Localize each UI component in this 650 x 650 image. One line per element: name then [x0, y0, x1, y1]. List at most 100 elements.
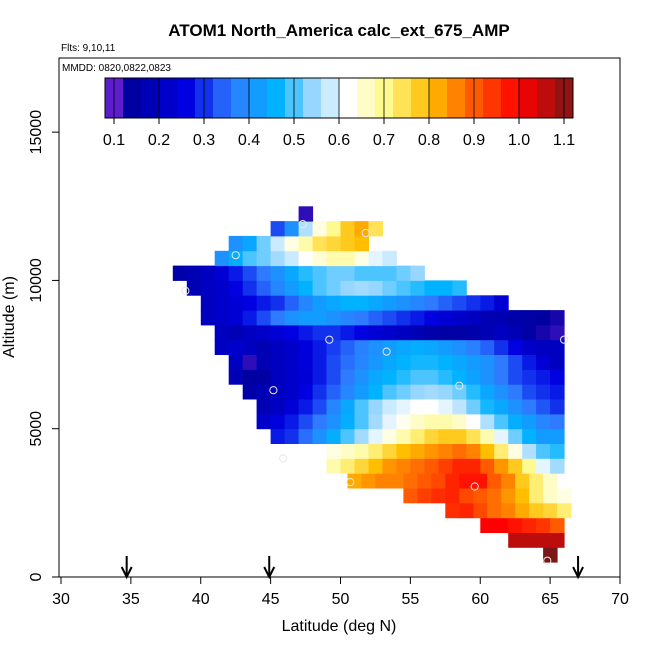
heatmap-cell	[396, 310, 411, 326]
heatmap-cell	[284, 295, 300, 311]
heatmap-cell	[466, 339, 481, 355]
colorbar: 0.1 0.2 0.3 0.4 0.5 0.6 0.7 0.8 0.9 1.0 1.1	[103, 77, 575, 149]
heatmap-cell	[557, 473, 572, 489]
heatmap-cell	[536, 413, 551, 430]
heatmap-cell	[214, 250, 230, 267]
heatmap-cell	[354, 324, 369, 341]
heatmap-cell	[494, 369, 509, 385]
heatmap-cell	[550, 384, 565, 400]
heatmap-cell	[424, 443, 439, 459]
heatmap-cell	[410, 384, 425, 400]
y-tick-label: 5000	[28, 411, 45, 447]
heatmap-cell	[298, 295, 314, 311]
heatmap-cell	[312, 413, 328, 430]
heatmap-cell	[501, 473, 516, 489]
heatmap-cell	[410, 310, 425, 326]
heatmap-cell	[417, 473, 432, 489]
heatmap-cell	[228, 354, 244, 370]
heatmap-cell	[312, 310, 328, 326]
heatmap-cell	[284, 369, 300, 385]
colorbar-swatch	[393, 78, 412, 118]
heatmap-cell	[452, 399, 467, 415]
heatmap-cell	[396, 428, 411, 444]
heatmap-cell	[347, 473, 362, 489]
heatmap-cell	[340, 221, 355, 237]
heatmap-cell	[228, 295, 244, 311]
heatmap-cell	[424, 354, 439, 370]
heatmap-cell	[214, 295, 230, 311]
heatmap-cell	[326, 235, 341, 252]
heatmap-cell	[466, 413, 481, 430]
heatmap-cell	[487, 502, 502, 519]
heatmap-cell	[529, 502, 544, 519]
x-tick-label: 45	[262, 591, 280, 608]
heatmap-cell	[340, 295, 355, 311]
heatmap-cell	[298, 369, 314, 385]
heatmap-cell	[242, 265, 258, 281]
heatmap-cell	[368, 265, 383, 281]
sample-marker	[269, 386, 278, 395]
heatmap-cell	[326, 280, 341, 296]
heatmap-cell	[438, 428, 453, 444]
heatmap-cell	[228, 339, 244, 355]
heatmap-cell	[396, 339, 411, 355]
heatmap-cell	[382, 413, 397, 430]
colorbar-swatch	[213, 78, 232, 118]
heatmap-cell	[410, 443, 425, 459]
heatmap-cell	[396, 354, 411, 370]
x-axis: 30 35 40 45 50 55 60 65 70	[52, 576, 629, 608]
heatmap-cell	[424, 428, 439, 444]
colorbar-swatch	[321, 78, 340, 118]
heatmap-cell	[494, 458, 509, 474]
heatmap-cell	[354, 413, 369, 430]
heatmap-cell	[298, 324, 314, 341]
y-tick-label: 15000	[28, 110, 45, 155]
heatmap-cell	[452, 369, 467, 385]
heatmap-cell	[536, 354, 551, 370]
heatmap-cell	[242, 324, 258, 341]
heatmap-cell	[389, 473, 404, 489]
heatmap-cell	[312, 221, 328, 237]
heatmap-cell	[256, 369, 272, 385]
heatmap-cell	[368, 369, 383, 385]
heatmap-cell	[452, 428, 467, 444]
heatmap-cell	[466, 354, 481, 370]
heatmap-cell	[200, 265, 216, 281]
heatmap-cell	[312, 295, 328, 311]
heatmap-cell	[284, 399, 300, 415]
heatmap-cell	[403, 488, 418, 504]
heatmap-cell	[256, 324, 272, 341]
heatmap-cell	[368, 354, 383, 370]
heatmap-cell	[326, 369, 341, 385]
heatmap-cell	[550, 443, 565, 459]
heatmap-cell	[242, 354, 258, 370]
heatmap-cell	[382, 339, 397, 355]
heatmap-cell	[522, 399, 537, 415]
heatmap-cell	[368, 324, 383, 341]
heatmap-cell	[326, 413, 341, 430]
heatmap-cell	[340, 458, 355, 474]
heatmap-cell	[256, 250, 272, 267]
heatmap-cell	[340, 265, 355, 281]
heatmap-cell	[445, 488, 460, 504]
heatmap-cell	[480, 517, 495, 533]
heatmap-cell	[354, 354, 369, 370]
heatmap-cell	[515, 502, 530, 519]
heatmap-cell	[536, 532, 551, 548]
heatmap-cell	[396, 280, 411, 296]
heatmap-cell	[480, 399, 495, 415]
heatmap-cell	[256, 280, 272, 296]
heatmap-cell	[354, 428, 369, 444]
heatmap-cell	[494, 428, 509, 444]
heatmap-cell	[543, 547, 558, 563]
heatmap-cell	[270, 235, 286, 252]
heatmap-cell	[312, 250, 328, 267]
heatmap-cell	[340, 324, 355, 341]
heatmap-cell	[284, 235, 300, 252]
heatmap-cell	[368, 413, 383, 430]
heatmap-cell	[543, 502, 558, 519]
heatmap-cell	[298, 399, 314, 415]
heatmap-cell	[536, 443, 551, 459]
heatmap-cell	[354, 369, 369, 385]
colorbar-tick-label: 0.9	[463, 132, 485, 149]
